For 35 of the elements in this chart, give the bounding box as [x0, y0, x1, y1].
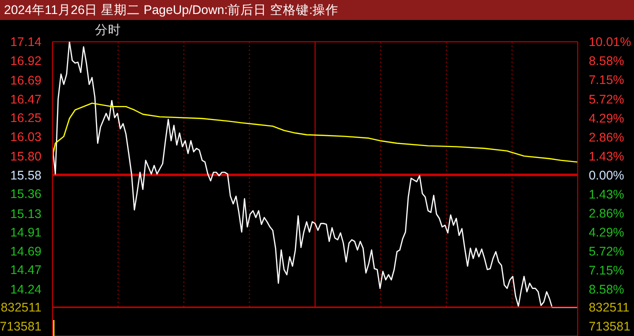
y2-tick-label: 0.00%: [588, 168, 624, 182]
y-tick-label: 15.13: [10, 206, 42, 221]
y-tick-label: 832511: [0, 300, 42, 314]
y-tick-label: 16.92: [10, 54, 42, 68]
y2-tick-label: 5.72%: [588, 92, 624, 106]
chart-subtitle: 分时: [95, 22, 121, 39]
y2-tick-label: 2.86%: [588, 206, 624, 220]
y2-tick-label: 7.15%: [588, 263, 624, 278]
y-tick-label: 15.80: [10, 150, 42, 164]
y-tick-label: 16.03: [10, 130, 42, 144]
y-tick-label: 16.69: [10, 74, 42, 88]
y2-tick-label: 4.29%: [588, 225, 624, 240]
chart-title: 2024年11月26日 星期二 PageUp/Down:前后日 空格键:操作: [0, 0, 634, 20]
y2-tick-label: 8.58%: [588, 282, 624, 296]
y-tick-label: 17.14: [10, 35, 42, 50]
y-tick-label: 14.91: [10, 226, 42, 240]
y2-tick-label: 832511: [588, 300, 630, 314]
y2-tick-label: 1.43%: [588, 149, 624, 164]
y-tick-label: 14.69: [10, 244, 42, 258]
y2-tick-label: 10.01%: [588, 35, 632, 50]
y2-tick-label: 1.43%: [588, 187, 624, 202]
y-tick-label: 713581: [0, 320, 42, 334]
y-tick-label: 16.25: [10, 111, 42, 126]
line-series: [52, 102, 578, 163]
y-tick-label: 15.58: [10, 168, 42, 182]
y-tick-label: 16.47: [10, 92, 42, 106]
y-tick-label: 14.24: [10, 282, 42, 297]
y2-tick-label: 4.29%: [588, 111, 624, 126]
y2-tick-label: 7.15%: [588, 73, 624, 88]
y-tick-label: 15.36: [10, 187, 42, 202]
y-tick-label: 14.47: [10, 263, 42, 278]
y2-tick-label: 8.58%: [588, 54, 624, 68]
y2-tick-label: 713581: [588, 320, 630, 334]
y2-tick-label: 2.86%: [588, 130, 624, 144]
y2-tick-label: 5.72%: [588, 244, 624, 258]
